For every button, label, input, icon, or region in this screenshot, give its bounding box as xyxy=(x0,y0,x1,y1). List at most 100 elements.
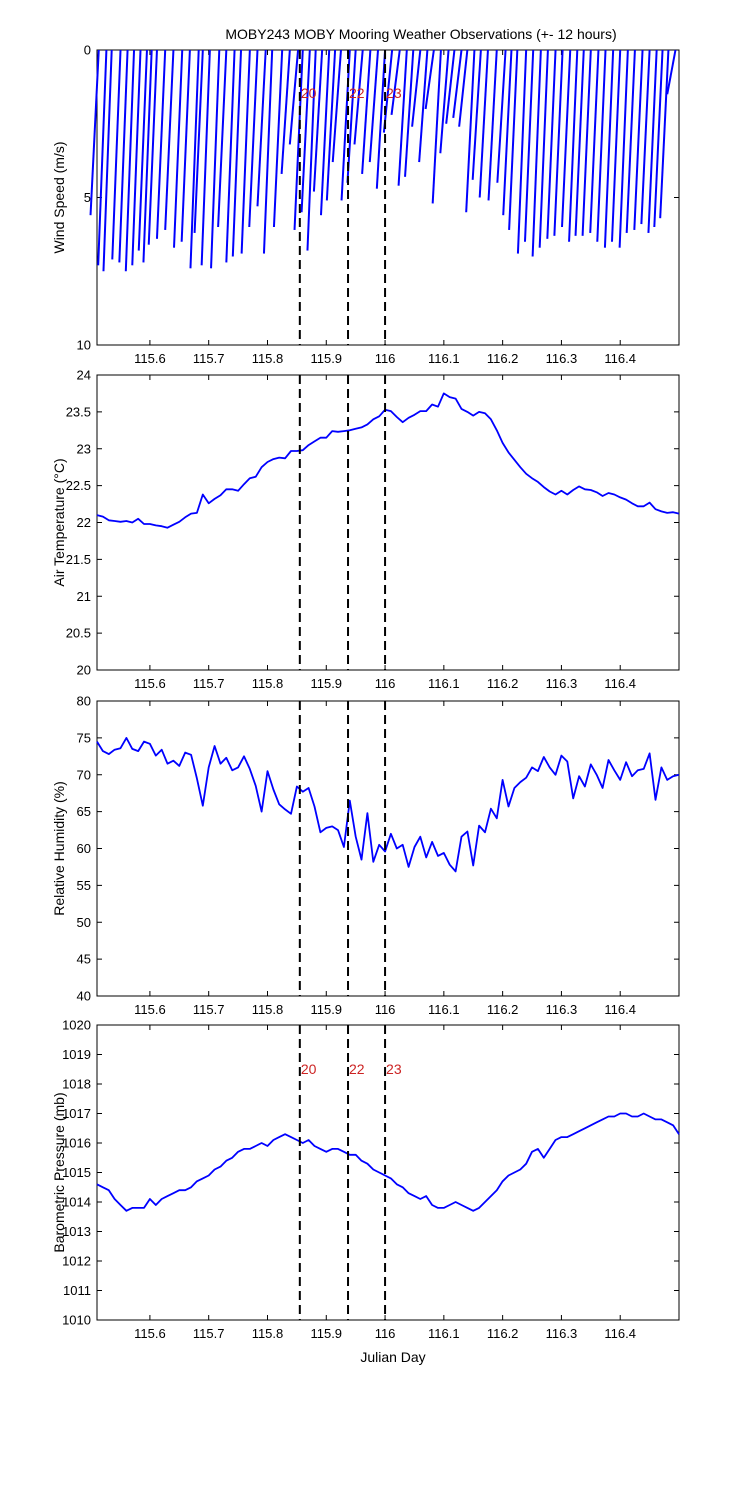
wind-stick xyxy=(193,49,204,233)
axes-frame xyxy=(96,700,680,997)
airtemp-panel: 20 20.5 21 21.5 22 22.5 23 23.5 24 115.6 115.7 115.… xyxy=(51,368,680,691)
y-tick-label: 1011 xyxy=(63,1283,91,1298)
y-tick-label: 40 xyxy=(77,989,91,1004)
x-tick-label: 116.3 xyxy=(546,676,578,691)
wind-stick xyxy=(164,49,175,230)
axes-frame xyxy=(96,374,680,671)
wind-stick xyxy=(625,49,636,233)
wind-stick xyxy=(306,49,317,251)
wind-stick xyxy=(418,49,429,163)
wind-stick xyxy=(546,49,557,239)
wind-stick xyxy=(325,49,337,201)
y-axis-label: Wind Speed (m/s) xyxy=(51,141,67,253)
x-tick-label: 115.7 xyxy=(193,351,225,366)
x-tick-label: 115.6 xyxy=(134,676,166,691)
wind-stick xyxy=(225,49,236,263)
wind-stick xyxy=(288,49,300,145)
x-tick-label: 116 xyxy=(375,676,396,691)
y-axis-label: Barometric Pressure (mb) xyxy=(51,1092,67,1252)
x-tick-label: 116.4 xyxy=(604,1002,636,1017)
y-tick-label: 22.5 xyxy=(66,478,91,493)
x-tick-label: 115.9 xyxy=(310,1326,342,1341)
y-tick-label: 75 xyxy=(77,730,91,745)
y-tick-label: 70 xyxy=(77,767,91,782)
wind-stick xyxy=(231,49,243,257)
y-tick-label: 1015 xyxy=(62,1165,91,1180)
wind-stick xyxy=(647,49,658,233)
wind-stick xyxy=(142,49,153,263)
x-tick-label: 116.3 xyxy=(546,1002,578,1017)
x-tick-label: 116.3 xyxy=(546,1326,578,1341)
wind-stick xyxy=(340,49,351,201)
wind-stick xyxy=(147,49,158,245)
wind-stick xyxy=(618,49,629,248)
x-tick-label: 116 xyxy=(375,1326,396,1341)
wind-stick xyxy=(659,49,670,219)
wind-stick xyxy=(496,49,507,183)
x-tick-label: 115.9 xyxy=(310,676,342,691)
wind-stick xyxy=(189,49,200,269)
humidity-panel: 40 45 50 55 60 65 70 75 80 115.6 115.7 115.8 115.9 11… xyxy=(51,694,680,1017)
x-tick-label: 116.1 xyxy=(428,676,460,691)
wind-stick xyxy=(633,49,644,230)
vertical-marker-label: 20 xyxy=(301,85,317,101)
wind-stick xyxy=(465,49,476,213)
y-tick-label: 1020 xyxy=(62,1018,91,1033)
vertical-marker-label: 22 xyxy=(349,1061,365,1077)
wind-stick xyxy=(361,49,372,174)
vertical-marker-label: 23 xyxy=(386,1061,402,1077)
wind-stick xyxy=(331,49,342,163)
y-tick-label: 55 xyxy=(77,878,91,893)
wind-stick xyxy=(640,49,651,225)
wind-stick xyxy=(452,49,463,118)
wind-stick xyxy=(210,49,221,269)
x-tick-label: 116.4 xyxy=(604,1326,636,1341)
y-tick-label: 20 xyxy=(77,663,91,678)
y-tick-label: 1018 xyxy=(62,1077,91,1092)
vertical-marker-label: 23 xyxy=(386,85,402,101)
airtemp-series-line xyxy=(96,392,680,529)
wind-stick xyxy=(523,49,535,242)
wind-stick xyxy=(173,49,184,248)
wind-stick xyxy=(131,49,142,266)
wind-stick xyxy=(262,49,274,254)
y-tick-label: 24 xyxy=(77,368,91,383)
wind-stick xyxy=(111,49,122,260)
wind-stick xyxy=(346,49,357,183)
y-tick-label: 21.5 xyxy=(66,552,91,567)
y-axis-label: Air Temperature (°C) xyxy=(51,458,67,586)
y-tick-label: 1014 xyxy=(62,1195,91,1210)
x-tick-label: 116.1 xyxy=(428,1002,460,1017)
x-tick-label: 116.4 xyxy=(604,676,636,691)
wind-stick xyxy=(610,49,622,242)
x-tick-label: 116.2 xyxy=(487,1002,519,1017)
wind-stick xyxy=(603,49,615,248)
x-tick-label: 116.2 xyxy=(487,1326,519,1341)
wind-stick xyxy=(248,49,259,228)
y-tick-label: 80 xyxy=(77,694,91,709)
x-tick-label: 116.3 xyxy=(546,351,578,366)
wind-stick xyxy=(118,49,129,263)
wind-stick xyxy=(300,49,311,213)
humidity-series-line xyxy=(96,737,680,873)
y-tick-label: 1016 xyxy=(62,1136,91,1151)
wind-stick xyxy=(375,49,387,189)
wind-stick xyxy=(397,49,408,186)
wind-stick xyxy=(471,49,482,180)
y-tick-label: 23 xyxy=(77,441,91,456)
x-tick-label: 115.6 xyxy=(134,351,166,366)
wind-stick xyxy=(553,49,564,236)
wind-stick xyxy=(581,49,592,236)
x-tick-label: 115.7 xyxy=(193,676,225,691)
y-tick-label: 1017 xyxy=(62,1106,91,1121)
wind-stick xyxy=(293,49,304,230)
wind-stick xyxy=(431,49,442,204)
wind-stick xyxy=(312,49,324,192)
wind-stick xyxy=(411,49,422,127)
pressure-panel: 1010 1011 1012 1013 1014 1015 1016 1017 1018 1019… xyxy=(51,1018,680,1341)
wind-stick xyxy=(280,49,291,174)
x-tick-label: 115.8 xyxy=(252,351,284,366)
wind-stick xyxy=(124,49,136,272)
y-tick-label: 5 xyxy=(84,190,91,205)
